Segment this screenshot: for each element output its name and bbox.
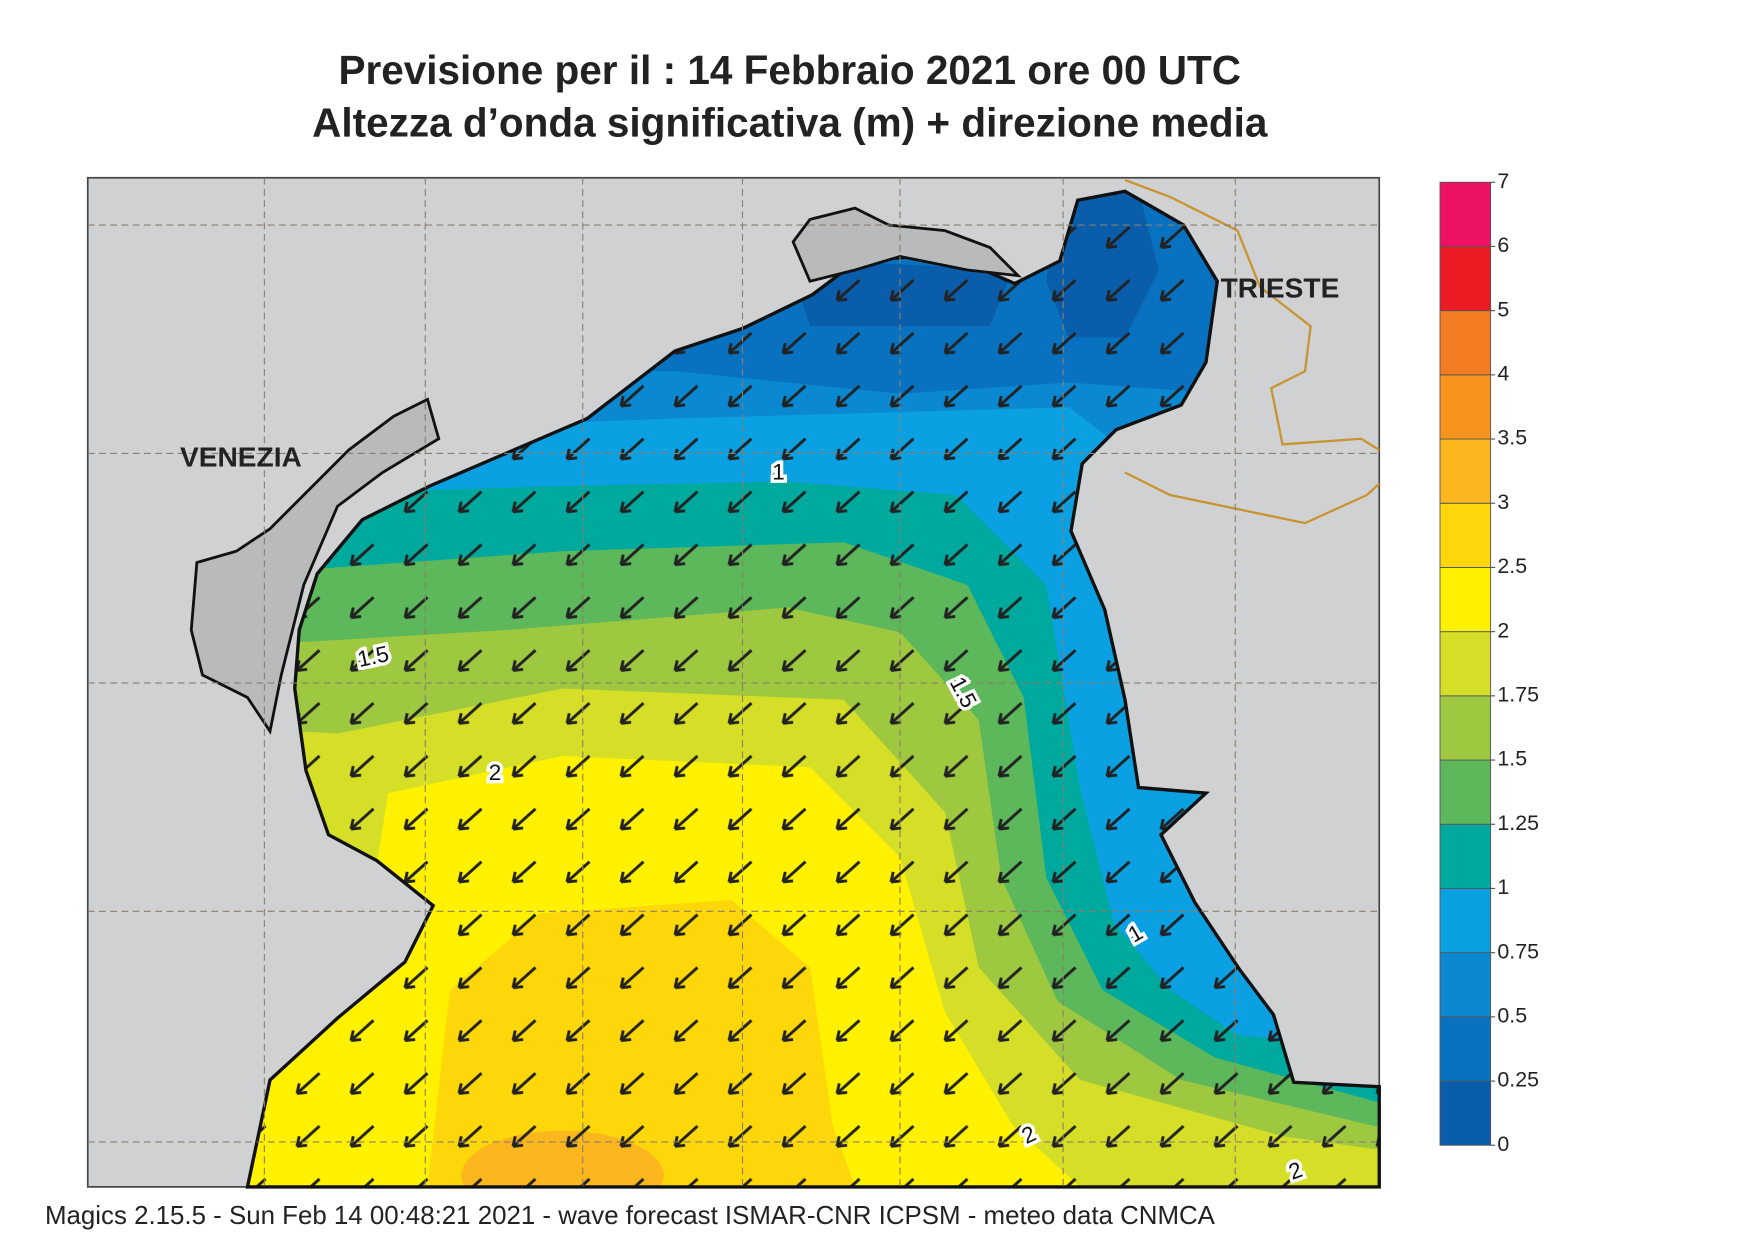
colorbar-label: 0.75 xyxy=(1497,939,1539,963)
colorbar-band xyxy=(1439,502,1492,568)
colorbar-label: 1.5 xyxy=(1497,747,1527,771)
colorbar-band xyxy=(1439,1080,1492,1146)
colorbar-label: 3.5 xyxy=(1497,426,1527,450)
city-label: TRIESTE xyxy=(1221,273,1340,304)
colorbar-band xyxy=(1439,759,1492,825)
colorbar-band xyxy=(1439,1016,1492,1082)
colorbar-band xyxy=(1439,566,1492,633)
title: Previsione per il : 14 Febbraio 2021 ore… xyxy=(338,47,1241,93)
colorbar-band xyxy=(1439,310,1492,376)
colorbar-band xyxy=(1439,823,1492,889)
colorbar: 0 0.25 0.5 0.75 1 1.25 1.5 1.75 2 2.5 3 3.5 4 5 6 7 xyxy=(1439,169,1539,1156)
colorbar-label: 0.5 xyxy=(1497,1003,1527,1027)
colorbar-label: 5 xyxy=(1497,297,1509,321)
colorbar-label: 1 xyxy=(1497,875,1509,899)
footer: Magics 2.15.5 - Sun Feb 14 00:48:21 2021… xyxy=(45,1202,1216,1230)
colorbar-band xyxy=(1439,695,1492,761)
colorbar-label: 3 xyxy=(1497,490,1509,514)
contour-label: 1 xyxy=(772,460,785,485)
colorbar-band xyxy=(1439,888,1492,954)
colorbar-label: 2.5 xyxy=(1497,554,1527,578)
graticule xyxy=(87,177,1380,1187)
colorbar-band xyxy=(1439,374,1492,440)
colorbar-band xyxy=(1439,245,1492,312)
colorbar-label: 7 xyxy=(1497,169,1509,193)
subtitle: Altezza d’onda significativa (m) + direz… xyxy=(312,100,1268,146)
colorbar-band xyxy=(1439,952,1492,1018)
islands xyxy=(189,206,1022,735)
border xyxy=(1124,178,1381,525)
colorbar-label: 1.25 xyxy=(1497,811,1539,835)
colorbar-band xyxy=(1439,181,1492,247)
map: VENEZIA TRIESTE 1 1.5 1.5 2 1 2 2 xyxy=(86,176,1381,1189)
colorbar-label: 0.25 xyxy=(1497,1068,1539,1092)
wave-field xyxy=(247,191,1380,1187)
colorbar-label: 1.75 xyxy=(1497,682,1539,706)
colorbar-label: 6 xyxy=(1497,233,1509,257)
city-label: VENEZIA xyxy=(180,441,302,472)
colorbar-band xyxy=(1439,631,1492,697)
colorbar-band xyxy=(1439,438,1492,504)
colorbar-label: 0 xyxy=(1497,1132,1509,1156)
colorbar-label: 2 xyxy=(1497,618,1509,642)
colorbar-label: 4 xyxy=(1497,361,1509,385)
contour-label: 2 xyxy=(489,760,502,785)
